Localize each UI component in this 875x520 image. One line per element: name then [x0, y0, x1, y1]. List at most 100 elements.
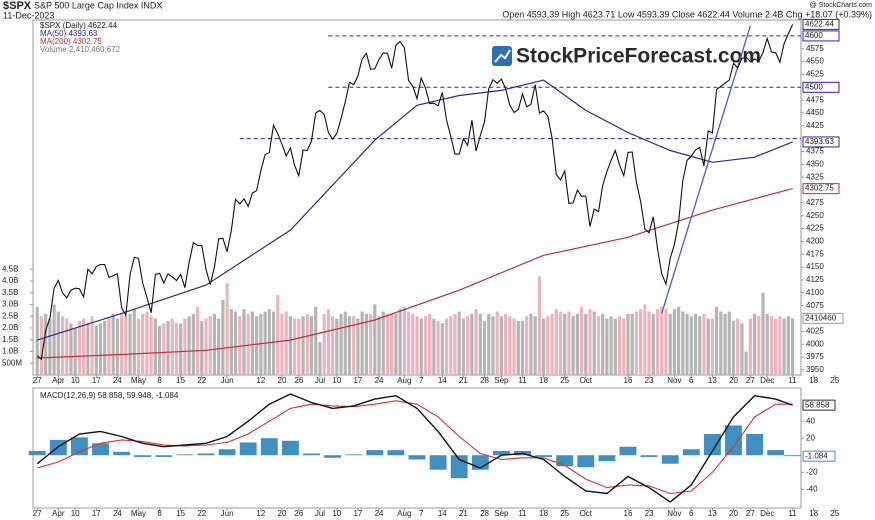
price-line [36, 24, 794, 361]
macd-histogram-bar [492, 450, 510, 456]
volume-tick-label: 500M [2, 358, 22, 367]
volume-bar [499, 316, 503, 375]
x-tick-label: 7 [419, 509, 424, 518]
macd-histogram-bar [113, 451, 131, 456]
x-tick-label: Jul [315, 509, 325, 518]
x-tick-label: 12 [256, 509, 265, 518]
volume-bar [368, 313, 373, 375]
volume-bar [609, 316, 613, 375]
x-tick-label: 16 [624, 376, 633, 385]
last-price-label: 4622.44 [805, 20, 834, 29]
trend-line [661, 25, 752, 314]
volume-bar [647, 311, 651, 375]
x-tick-label: 6 [689, 376, 694, 385]
y-tick-label: 4225 [806, 224, 824, 233]
volume-bar [790, 318, 795, 375]
volume-bar [229, 309, 233, 375]
volume-bar [141, 313, 145, 375]
volume-bar [394, 313, 398, 375]
volume-bar [82, 318, 86, 375]
x-tick-label: Nov [667, 376, 681, 385]
x-tick-label: 23 [645, 509, 654, 518]
macd-histogram-bar [28, 450, 46, 456]
volume-bar [428, 313, 432, 375]
macd-histogram-bar [281, 440, 299, 456]
volume-bar [558, 311, 563, 375]
volume-bar [271, 311, 276, 375]
volume-bar [546, 316, 550, 375]
volume-box-label: 2410460 [805, 313, 837, 322]
ma200-label: 4302.75 [805, 184, 834, 193]
volume-bar [225, 283, 229, 375]
volume-bar [622, 318, 626, 375]
ma200-label-box [802, 183, 840, 195]
x-tick-label: 17 [92, 509, 101, 518]
y-tick-label: 4250 [806, 211, 824, 220]
volume-bar [453, 313, 457, 375]
x-tick-label: Oct [580, 376, 593, 385]
volume-bar [381, 311, 385, 375]
x-tick-label: 24 [113, 509, 122, 518]
volume-bar [495, 311, 499, 375]
volume-bar [715, 306, 719, 375]
volume-bar [331, 316, 335, 375]
volume-tick-label: 2.0B [2, 323, 18, 332]
x-tick-label: 25 [560, 376, 569, 385]
volume-bar [233, 311, 238, 375]
volume-bar [466, 316, 470, 375]
volume-bar [145, 311, 149, 375]
volume-bar [162, 323, 166, 375]
x-tick-label: Sep [494, 376, 509, 385]
volume-bar [77, 320, 82, 375]
volume-bar [512, 318, 516, 375]
volume-bar [335, 318, 339, 375]
y-tick-label: 4175 [806, 249, 824, 258]
macd-histogram-bar [619, 446, 637, 456]
volume-bar [601, 313, 605, 375]
volume-bar [35, 306, 39, 375]
x-tick-label: 26 [294, 509, 303, 518]
volume-bar [782, 318, 786, 375]
y-tick-label: 4550 [806, 57, 824, 66]
macd-histogram-bar [725, 425, 742, 456]
volume-bar [508, 316, 512, 375]
x-tick-label: 20 [729, 509, 738, 518]
volume-bar [166, 320, 170, 375]
volume-bar [149, 316, 153, 375]
volume-bar [765, 313, 769, 375]
y-tick-label: 4325 [806, 172, 824, 181]
volume-bar [655, 309, 660, 375]
volume-bar [617, 316, 622, 375]
volume-bar [736, 318, 740, 375]
x-tick-label: May [131, 509, 146, 518]
x-tick-label: 10 [71, 509, 80, 518]
y-tick-label: 4075 [806, 301, 824, 310]
volume-bar [748, 318, 752, 375]
level-label: 4500 [805, 82, 823, 91]
volume-bar [322, 313, 326, 375]
volume-bar [706, 318, 710, 375]
x-tick-label: 28 [480, 376, 489, 385]
x-tick-label: 26 [294, 376, 303, 385]
volume-bar [626, 313, 630, 375]
y-tick-label: 4425 [806, 121, 824, 130]
x-tick-label: 21 [459, 509, 468, 518]
y-tick-label: 4125 [806, 275, 824, 284]
volume-bar [212, 313, 217, 375]
volume-bar [94, 325, 98, 375]
macd-box [802, 399, 836, 411]
y-tick-label: 4100 [806, 288, 824, 297]
legend-ma50: MA(50) 4393.63 [40, 29, 98, 38]
macd-panel [32, 387, 802, 509]
volume-bar [69, 323, 73, 375]
legend-volume: Volume 2,410,460,672 [40, 45, 121, 54]
volume-bar [436, 320, 440, 375]
volume-bar [487, 313, 491, 375]
volume-bar [567, 311, 571, 375]
x-tick-label: 11 [788, 376, 797, 385]
x-tick-label: 22 [197, 376, 206, 385]
volume-bar [250, 311, 255, 375]
x-tick-label: Jun [221, 376, 234, 385]
x-tick-label: 12 [256, 376, 265, 385]
volume-bar [238, 316, 242, 375]
